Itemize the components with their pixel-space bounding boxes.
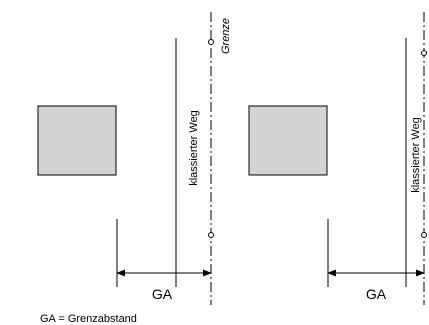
left-building — [37, 105, 117, 176]
right-dimension-label: GA — [366, 286, 387, 302]
left-road-label: klassierter Weg — [188, 110, 200, 186]
legend-text: GA = Grenzabstand — [40, 313, 137, 325]
right-boundary-marker-top — [421, 50, 427, 56]
right-road-label: klassierter Weg — [410, 117, 422, 193]
left-boundary-marker-top — [208, 39, 214, 45]
right-boundary-marker-bottom — [421, 232, 427, 238]
right-building — [248, 105, 328, 176]
left-dimension-label: GA — [152, 286, 173, 302]
left-panel: klassierter Weg Grenze GA — [37, 12, 232, 305]
left-boundary-label: Grenze — [220, 18, 232, 54]
right-panel: klassierter Weg GA — [248, 12, 427, 305]
left-boundary-marker-bottom — [208, 232, 214, 238]
